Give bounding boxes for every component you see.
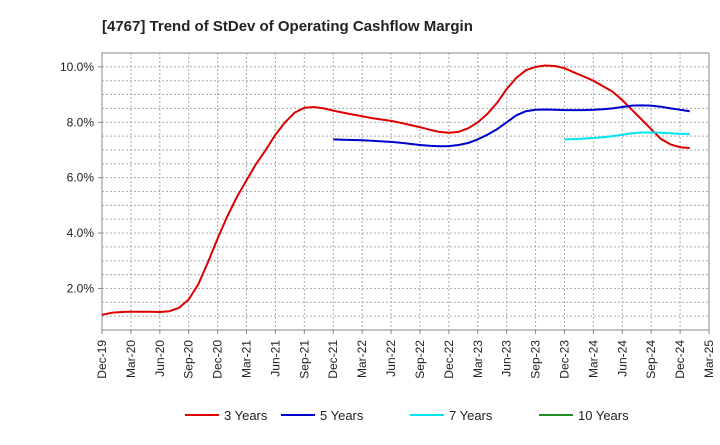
x-axis-ticks: Dec-19 Mar-20 Jun-20 Sep-20 Dec-20 Mar-21 Jun-… [95, 330, 716, 379]
x-tick-label: Sep-24 [644, 340, 658, 379]
series-line-3-years [101, 64, 690, 316]
plot-area [101, 52, 710, 331]
y-tick-label: 2.0% [67, 281, 95, 295]
legend: 3 Years 5 Years 7 Years 10 Years [185, 408, 629, 423]
series-line-5-years [333, 104, 690, 148]
legend-label-5-years: 5 Years [320, 408, 364, 423]
x-tick-label: Mar-20 [124, 340, 138, 378]
x-tick-label: Sep-20 [182, 340, 196, 379]
x-tick-label: Dec-23 [557, 340, 571, 379]
y-axis-ticks: 2.0% 4.0% 6.0% 8.0% 10.0% [60, 60, 102, 295]
x-tick-label: Dec-24 [673, 340, 687, 379]
legend-label-7-years: 7 Years [449, 408, 493, 423]
x-tick-label: Sep-21 [297, 340, 311, 379]
series-line-7-years [564, 131, 690, 141]
chart-title: [4767] Trend of StDev of Operating Cashf… [102, 18, 473, 35]
x-tick-label: Dec-19 [95, 340, 109, 379]
x-tick-label: Jun-24 [615, 340, 629, 377]
y-tick-label: 10.0% [60, 60, 94, 74]
x-tick-label: Jun-20 [153, 340, 167, 377]
x-tick-label: Jun-22 [384, 340, 398, 377]
x-tick-label: Jun-23 [500, 340, 514, 377]
y-tick-label: 6.0% [67, 171, 95, 185]
x-tick-label: Dec-21 [326, 340, 340, 379]
y-tick-label: 8.0% [67, 115, 95, 129]
x-tick-label: Mar-23 [471, 340, 485, 378]
x-tick-label: Mar-22 [355, 340, 369, 378]
y-tick-label: 4.0% [67, 226, 95, 240]
x-tick-label: Mar-25 [702, 340, 716, 378]
x-tick-label: Dec-22 [442, 340, 456, 379]
x-tick-label: Jun-21 [268, 340, 282, 377]
legend-label-10-years: 10 Years [578, 408, 629, 423]
x-tick-label: Dec-20 [211, 340, 225, 379]
x-tick-label: Sep-22 [413, 340, 427, 379]
x-tick-label: Mar-21 [240, 340, 254, 378]
x-tick-label: Sep-23 [529, 340, 543, 379]
legend-label-3-years: 3 Years [224, 408, 268, 423]
series-lines [101, 64, 690, 316]
x-tick-label: Mar-24 [586, 340, 600, 378]
